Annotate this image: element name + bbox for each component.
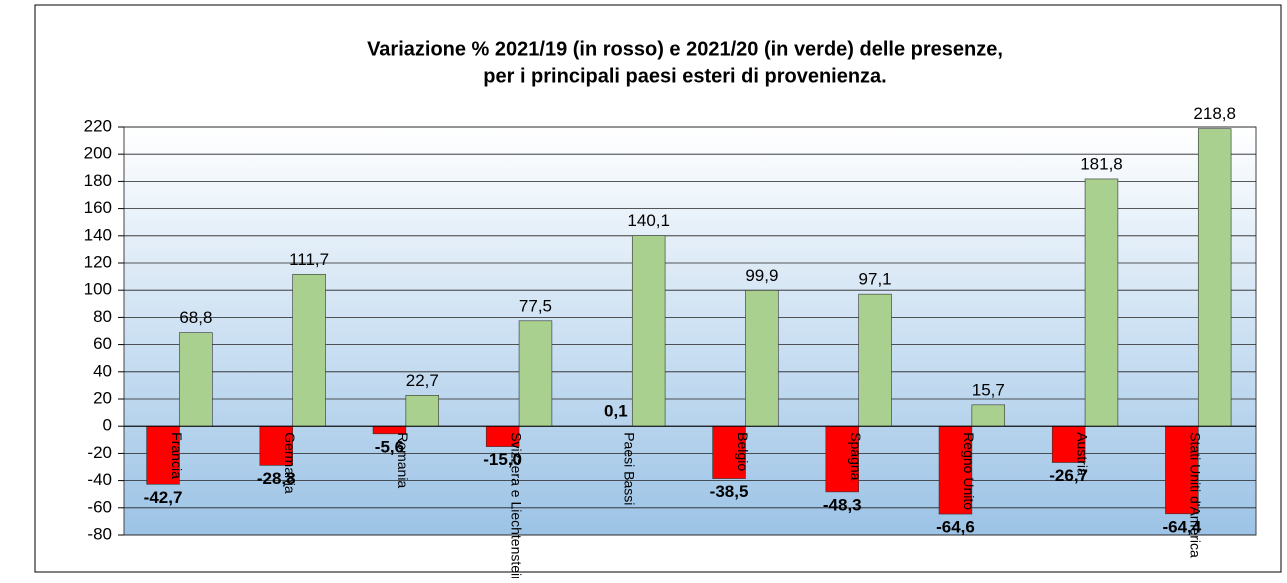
- y-tick-label: -40: [87, 470, 112, 489]
- y-tick-label: 160: [84, 198, 112, 217]
- value-label: 68,8: [179, 308, 212, 327]
- bar: [745, 290, 778, 426]
- bar: [406, 395, 439, 426]
- y-tick-label: -60: [87, 497, 112, 516]
- y-tick-label: -20: [87, 443, 112, 462]
- value-label: 15,7: [972, 380, 1005, 399]
- x-tick-label: Paesi Bassi: [622, 432, 638, 505]
- x-tick-label: Romania: [395, 432, 411, 488]
- y-tick-label: 80: [93, 307, 112, 326]
- y-tick-label: 140: [84, 225, 112, 244]
- y-tick-label: 120: [84, 252, 112, 271]
- value-label: 77,5: [519, 296, 552, 315]
- chart-title: Variazione % 2021/19 (in rosso) e 2021/2…: [367, 38, 1003, 60]
- value-label: 99,9: [745, 266, 778, 285]
- bar: [632, 236, 665, 427]
- value-label: -64,6: [936, 518, 975, 537]
- value-label: -38,5: [710, 482, 749, 501]
- y-tick-label: -80: [87, 524, 112, 543]
- value-label: 181,8: [1080, 154, 1123, 173]
- value-label: 140,1: [627, 211, 670, 230]
- x-tick-label: Svizzera e Liechtenstein: [508, 432, 524, 578]
- x-tick-label: Austria: [1074, 432, 1090, 476]
- bar: [859, 294, 892, 426]
- x-tick-label: Spagna: [848, 432, 864, 480]
- bar: [519, 321, 552, 426]
- bar: [1198, 129, 1231, 427]
- y-tick-label: 20: [93, 388, 112, 407]
- y-tick-label: 200: [84, 144, 112, 163]
- y-tick-label: 40: [93, 361, 112, 380]
- value-label: -42,7: [144, 488, 183, 507]
- x-tick-label: Germania: [282, 432, 298, 494]
- value-label: 218,8: [1193, 104, 1236, 123]
- bar: [1085, 179, 1118, 426]
- value-label: 97,1: [859, 270, 892, 289]
- value-label: -48,3: [823, 495, 862, 514]
- x-tick-label: Regno Unito: [961, 432, 977, 510]
- y-tick-label: 180: [84, 171, 112, 190]
- y-tick-label: 220: [84, 116, 112, 135]
- chart-title: per i principali paesi esteri di proveni…: [483, 65, 886, 87]
- y-tick-label: 0: [103, 416, 112, 435]
- x-tick-label: Stati Uniti d'America: [1188, 432, 1204, 558]
- bar: [179, 333, 212, 427]
- value-label: 22,7: [406, 371, 439, 390]
- value-label: 111,7: [289, 250, 329, 269]
- y-tick-label: 60: [93, 334, 112, 353]
- value-label: 0,1: [604, 402, 628, 421]
- y-tick-label: 100: [84, 280, 112, 299]
- x-tick-label: Belgio: [735, 432, 751, 471]
- bar: [972, 405, 1005, 426]
- bar: [293, 274, 326, 426]
- x-tick-label: Francia: [169, 432, 185, 479]
